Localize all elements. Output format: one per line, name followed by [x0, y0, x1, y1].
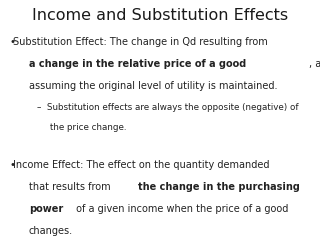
Text: that results from: that results from [29, 182, 114, 192]
Text: assuming the original level of utility is maintained.: assuming the original level of utility i… [29, 81, 277, 91]
Text: , and: , and [309, 59, 320, 69]
Text: •: • [10, 160, 16, 170]
Text: the change in the purchasing: the change in the purchasing [138, 182, 300, 192]
Text: power: power [29, 204, 63, 214]
Text: Income and Substitution Effects: Income and Substitution Effects [32, 8, 288, 24]
Text: of a given income when the price of a good: of a given income when the price of a go… [73, 204, 288, 214]
Text: changes.: changes. [29, 226, 73, 236]
Text: Income Effect: The effect on the quantity demanded: Income Effect: The effect on the quantit… [13, 160, 269, 170]
Text: a change in the relative price of a good: a change in the relative price of a good [29, 59, 246, 69]
Text: –  Substitution effects are always the opposite (negative) of: – Substitution effects are always the op… [37, 103, 298, 112]
Text: the price change.: the price change. [50, 123, 126, 132]
Text: •: • [10, 37, 16, 47]
Text: Substitution Effect: The change in Qd resulting from: Substitution Effect: The change in Qd re… [13, 37, 268, 47]
